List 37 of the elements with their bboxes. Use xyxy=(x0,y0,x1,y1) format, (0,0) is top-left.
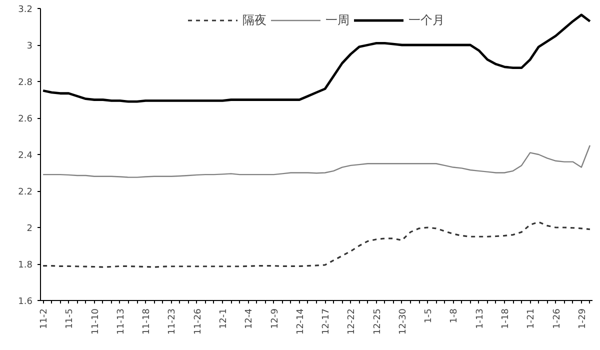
x-tick-label: 12-4 xyxy=(244,308,255,329)
legend-label: 隔夜 xyxy=(242,12,266,28)
line-series xyxy=(42,221,591,268)
y-tick-label: 2.8 xyxy=(18,78,33,88)
y-tick-label: 3.2 xyxy=(18,5,33,15)
x-tick-label: 12-22 xyxy=(347,308,358,335)
x-tick-label: 1-18 xyxy=(500,308,511,329)
x-tick-label: 11-23 xyxy=(168,308,178,335)
line-series xyxy=(42,14,592,103)
x-tick-label: 1-13 xyxy=(475,308,486,329)
x-tick-label: 11-13 xyxy=(116,308,126,335)
x-tick-label: 1-26 xyxy=(552,308,562,329)
y-tick-label: 1.6 xyxy=(18,297,33,307)
x-tick-label: 12-17 xyxy=(322,308,332,335)
legend-label: 一个月 xyxy=(408,12,444,28)
y-tick-label: 2.2 xyxy=(18,188,33,198)
y-tick-label: 3 xyxy=(26,42,33,52)
line-series xyxy=(42,144,591,178)
x-tick-label: 11-18 xyxy=(142,308,152,335)
y-tick-label: 2.4 xyxy=(18,151,33,161)
x-tick-label: 12-30 xyxy=(398,308,408,335)
x-tick-label: 1-8 xyxy=(450,308,460,324)
x-tick-label: 12-1 xyxy=(219,308,230,329)
x-tick-label: 11-5 xyxy=(65,308,76,329)
x-tick-label: 11-26 xyxy=(193,308,204,335)
x-tick-label: 12-14 xyxy=(296,308,306,335)
x-tick-label: 11-2 xyxy=(40,308,50,329)
legend-label: 一周 xyxy=(326,12,350,28)
y-tick-label: 2.6 xyxy=(18,114,33,124)
y-tick-label: 2 xyxy=(26,224,33,234)
x-tick-label: 1-21 xyxy=(526,308,537,329)
y-tick-label: 1.8 xyxy=(18,260,33,270)
x-tick-label: 11-10 xyxy=(90,308,101,335)
x-tick-label: 12-25 xyxy=(372,308,383,335)
x-tick-label: 12-9 xyxy=(270,308,280,329)
x-tick-label: 1-5 xyxy=(424,308,434,324)
x-tick-label: 1-29 xyxy=(578,308,588,329)
